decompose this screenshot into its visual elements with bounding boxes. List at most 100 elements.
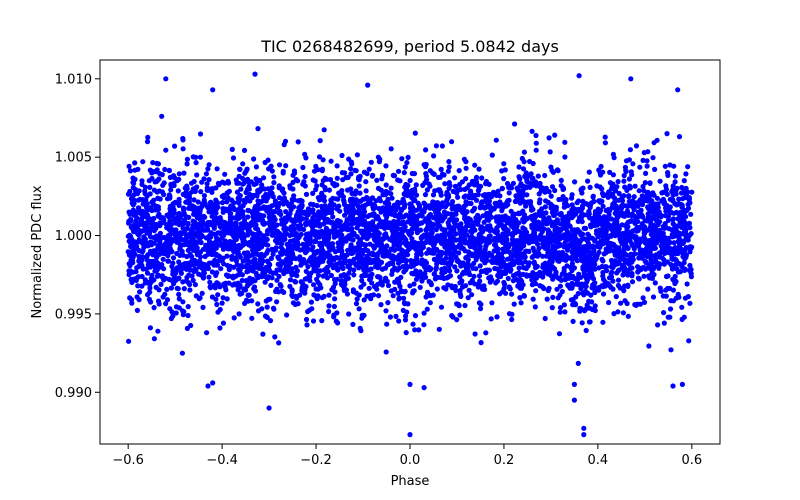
data-point: [436, 326, 442, 332]
data-point: [155, 328, 161, 334]
data-point: [618, 300, 624, 306]
data-point: [545, 232, 551, 238]
data-point: [476, 273, 483, 279]
data-point: [526, 248, 532, 254]
data-point: [491, 242, 498, 248]
data-point: [267, 296, 273, 302]
data-point: [497, 291, 503, 297]
data-point: [506, 311, 513, 317]
data-point: [550, 255, 556, 261]
data-point: [278, 283, 284, 289]
data-point: [137, 262, 143, 268]
data-point: [261, 213, 267, 219]
data-point: [624, 211, 630, 217]
data-point: [201, 268, 207, 274]
data-point: [510, 273, 517, 279]
data-point: [151, 240, 157, 246]
data-point: [491, 206, 497, 212]
data-point: [328, 158, 334, 164]
data-point: [623, 158, 630, 164]
data-point: [500, 259, 506, 265]
data-point: [601, 236, 607, 242]
data-point: [550, 294, 556, 300]
data-point: [389, 195, 395, 201]
data-point: [131, 180, 137, 186]
data-point: [201, 193, 207, 199]
data-point: [627, 185, 633, 191]
data-point: [359, 312, 365, 318]
data-point: [224, 253, 230, 259]
data-point: [308, 270, 314, 276]
data-point: [679, 304, 685, 310]
data-point: [466, 253, 472, 259]
data-point: [311, 252, 317, 258]
data-point: [160, 256, 166, 262]
data-point: [267, 318, 274, 324]
data-point: [643, 170, 649, 176]
data-point: [476, 166, 482, 172]
data-point: [288, 207, 294, 213]
data-point: [428, 266, 434, 272]
data-point: [430, 292, 436, 298]
data-point: [363, 188, 369, 194]
data-point: [334, 163, 340, 169]
data-point: [675, 223, 681, 229]
data-point: [511, 121, 518, 127]
data-point: [454, 268, 460, 274]
data-point: [383, 308, 389, 314]
data-point: [624, 300, 630, 307]
data-point: [504, 180, 511, 187]
data-point: [516, 164, 522, 170]
data-point: [516, 174, 522, 180]
data-point: [240, 175, 246, 181]
data-point: [315, 233, 321, 239]
data-point: [469, 229, 475, 235]
data-point: [539, 229, 545, 235]
data-point: [626, 232, 633, 238]
data-point: [325, 236, 331, 242]
data-point: [345, 226, 351, 232]
data-point: [225, 273, 231, 279]
data-point: [281, 289, 287, 295]
data-point: [150, 160, 156, 166]
data-point: [357, 173, 363, 179]
data-point: [368, 296, 374, 302]
data-point: [127, 233, 133, 239]
data-point: [661, 259, 668, 265]
data-point: [159, 113, 165, 119]
data-point: [251, 156, 257, 162]
data-point: [599, 190, 606, 196]
data-point: [143, 241, 149, 247]
data-point: [165, 258, 171, 264]
data-point: [139, 283, 145, 289]
data-point: [483, 267, 489, 273]
data-point: [481, 236, 487, 242]
data-point: [413, 268, 419, 274]
data-point: [589, 235, 596, 241]
data-point: [641, 299, 648, 305]
data-point: [679, 211, 685, 217]
data-point: [432, 276, 438, 282]
data-point: [445, 168, 451, 174]
data-point: [640, 157, 646, 163]
data-point: [560, 251, 566, 257]
data-point: [361, 297, 367, 303]
data-point: [170, 255, 177, 261]
data-point: [244, 283, 250, 289]
data-point: [517, 285, 523, 291]
data-point: [465, 215, 472, 222]
data-point: [637, 164, 643, 170]
data-point: [377, 275, 383, 281]
data-point: [317, 138, 323, 144]
data-point: [176, 305, 182, 311]
data-point: [397, 178, 403, 184]
data-point: [467, 222, 473, 229]
data-point: [193, 241, 199, 247]
data-point: [383, 234, 389, 240]
data-point: [398, 288, 404, 294]
data-point: [471, 273, 477, 279]
data-point: [356, 264, 362, 270]
data-point: [529, 273, 535, 279]
data-point: [319, 182, 325, 188]
data-point: [414, 251, 420, 257]
